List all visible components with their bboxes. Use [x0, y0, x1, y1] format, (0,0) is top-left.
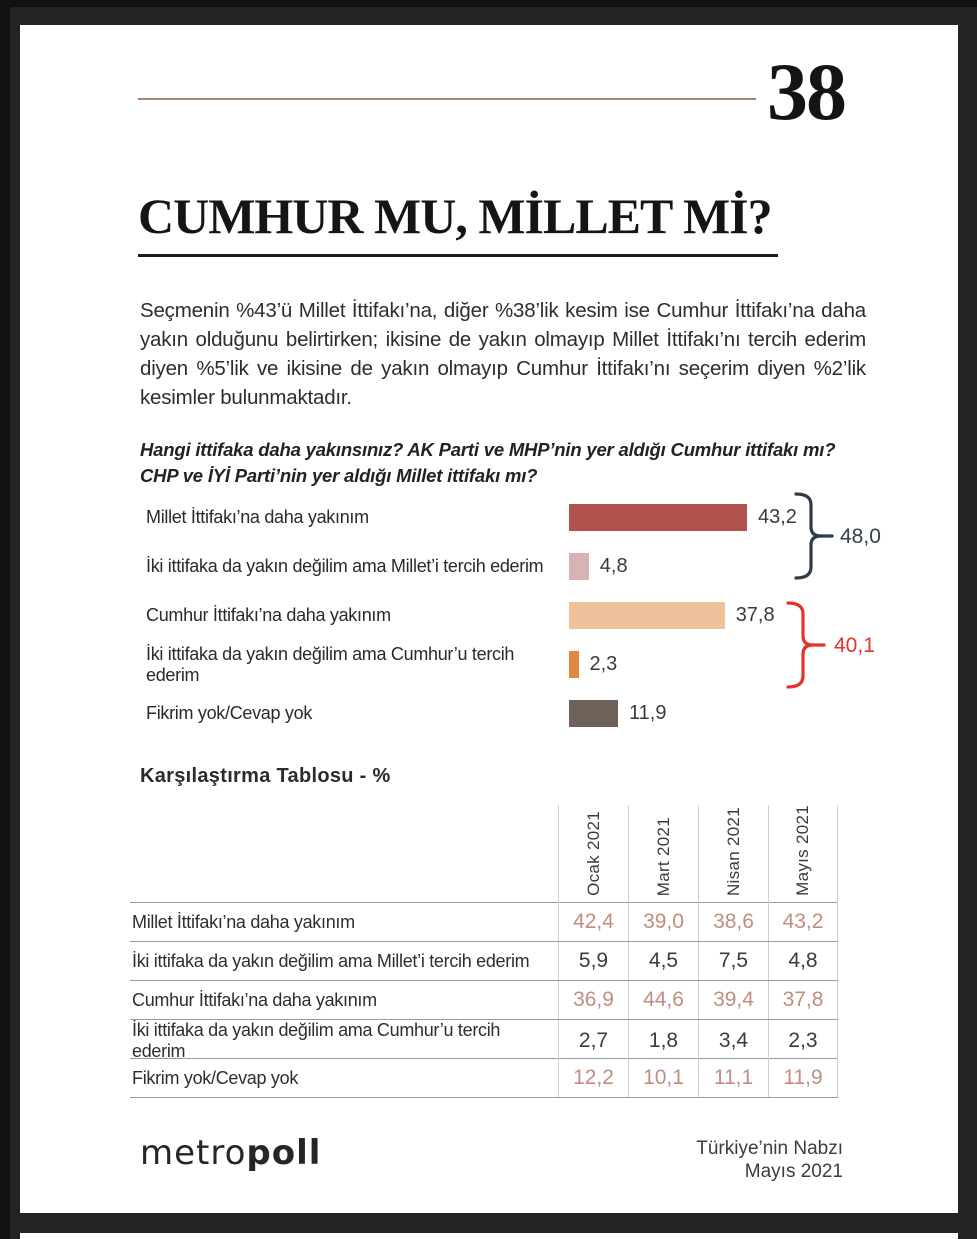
alliance-bar-chart: Millet İttifakı’na daha yakınım 43,2 İki i… [146, 492, 926, 764]
chart-row: Fikrim yok/Cevap yok 11,9 [146, 700, 926, 727]
table-cell-value: 7,5 [698, 942, 768, 980]
table-column-header: Ocak 2021 [558, 805, 628, 904]
bar-value-label: 43,2 [758, 506, 797, 528]
table-cell-value: 2,7 [558, 1020, 628, 1062]
logo-text-metro: metro [140, 1133, 247, 1173]
table-cell-value: 43,2 [768, 903, 838, 941]
intro-paragraph: Seçmenin %43’ü Millet İttifakı’na, diğer… [140, 298, 866, 409]
bar-value-label: 11,9 [629, 702, 667, 724]
table-cell-value: 4,8 [768, 942, 838, 980]
table-cell-value: 39,4 [698, 981, 768, 1019]
table-row-label: Cumhur İttifakı’na daha yakınım [132, 989, 377, 1010]
table-column-header: Mart 2021 [628, 805, 698, 904]
bar-category-label: Cumhur İttifakı’na daha yakınım [146, 605, 391, 625]
bar-value-label: 37,8 [735, 604, 775, 626]
page-number: 38 [767, 46, 847, 137]
column-header-label: Mart 2021 [653, 816, 673, 896]
bar-category-label: Millet İttifakı’na daha yakınım [146, 507, 369, 527]
bar-value-label: 2,3 [589, 653, 618, 675]
bar [569, 700, 618, 727]
report-page: 38 CUMHUR MU, MİLLET Mİ? Seçmenin %43’ü … [20, 25, 958, 1213]
table-cell-value: 1,8 [628, 1020, 698, 1062]
table-cell-value: 2,3 [768, 1020, 838, 1062]
millet-total-value: 48,0 [840, 525, 881, 548]
comparison-table-title: Karşılaştırma Tablosu - % [140, 765, 391, 787]
table-column-header: Nisan 2021 [698, 805, 768, 904]
bar [569, 553, 589, 580]
table-column-header: Mayıs 2021 [768, 805, 838, 904]
bar [569, 651, 579, 678]
next-page-edge [20, 1233, 958, 1239]
comparison-table: Ocak 2021 Mart 2021 Nisan 2021 Mayıs 2021 M… [130, 805, 838, 1098]
table-cell-value: 37,8 [768, 981, 838, 1019]
chart-rows: Millet İttifakı’na daha yakınım 43,2 İki i… [146, 504, 926, 727]
table-header-row: Ocak 2021 Mart 2021 Nisan 2021 Mayıs 2021 [130, 805, 838, 904]
page-title: CUMHUR MU, MİLLET Mİ? [138, 188, 778, 257]
survey-question: Hangi ittifaka daha yakınsınız? AK Parti… [140, 438, 836, 486]
table-row-label: Fikrim yok/Cevap yok [132, 1067, 299, 1088]
chart-row: Cumhur İttifakı’na daha yakınım 37,8 [146, 602, 926, 629]
bar-category-label: İki ittifaka da yakın değilim ama Cumhur… [146, 643, 515, 685]
table-cell-value: 36,9 [558, 981, 628, 1019]
table-cell-value: 38,6 [698, 903, 768, 941]
table-row-label: Millet İttifakı’na daha yakınım [132, 911, 355, 932]
table-row-label: İki ittifaka da yakın değilim ama Cumhur… [132, 1020, 501, 1061]
table-body: Millet İttifakı’na daha yakınım 42,4 39,0 3… [130, 902, 838, 1098]
bar [569, 504, 747, 531]
chart-row: Millet İttifakı’na daha yakınım 43,2 [146, 504, 926, 531]
table-cell-value: 4,5 [628, 942, 698, 980]
table-row: Millet İttifakı’na daha yakınım 42,4 39,0 3… [130, 902, 838, 941]
column-header-label: Nisan 2021 [723, 806, 743, 896]
table-row: Fikrim yok/Cevap yok 12,2 10,1 11,1 11,9 [130, 1058, 838, 1098]
table-header-spacer [130, 805, 558, 904]
table-cell-value: 11,1 [698, 1059, 768, 1097]
table-cell-value: 44,6 [628, 981, 698, 1019]
column-header-label: Mayıs 2021 [793, 805, 812, 896]
header-rule-line [138, 98, 756, 100]
table-row: Cumhur İttifakı’na daha yakınım 36,9 44,6 3… [130, 980, 838, 1019]
cumhur-total-value: 40,1 [834, 634, 875, 657]
table-cell-value: 12,2 [558, 1059, 628, 1097]
logo-text-poll: poll [246, 1133, 322, 1173]
bar-value-label: 4,8 [599, 555, 628, 577]
table-cell-value: 39,0 [628, 903, 698, 941]
column-header-label: Ocak 2021 [583, 810, 603, 896]
publication-date: Mayıs 2021 [744, 1161, 843, 1182]
table-cell-value: 5,9 [558, 942, 628, 980]
table-cell-value: 11,9 [768, 1059, 838, 1097]
table-cell-value: 3,4 [698, 1020, 768, 1062]
table-cell-value: 10,1 [628, 1059, 698, 1097]
publication-name: Türkiye’nin Nabzı [696, 1138, 843, 1159]
metropoll-logo: metropoll [140, 1133, 321, 1174]
bar [569, 602, 725, 629]
chart-row: İki ittifaka da yakın değilim ama Cumhur… [146, 644, 926, 685]
table-row: İki ittifaka da yakın değilim ama Cumhur… [130, 1019, 838, 1062]
table-row-label: İki ittifaka da yakın değilim ama Millet… [132, 950, 530, 971]
bar-category-label: Fikrim yok/Cevap yok [146, 703, 313, 723]
chart-row: İki ittifaka da yakın değilim ama Millet… [146, 553, 926, 580]
footer-publication-info: Türkiye’nin Nabzı Mayıs 2021 [696, 1137, 843, 1183]
table-cell-value: 42,4 [558, 903, 628, 941]
table-row: İki ittifaka da yakın değilim ama Millet… [130, 941, 838, 980]
bar-category-label: İki ittifaka da yakın değilim ama Millet… [146, 556, 544, 576]
